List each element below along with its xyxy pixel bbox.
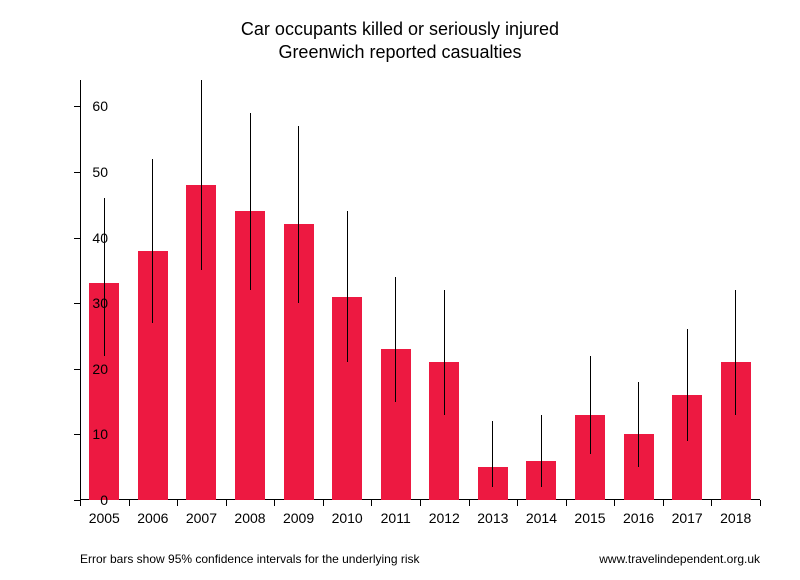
error-bar (541, 415, 542, 487)
chart-title-line1: Car occupants killed or seriously injure… (241, 19, 559, 39)
x-tick (129, 500, 130, 506)
chart-title-line2: Greenwich reported casualties (278, 42, 521, 62)
error-bar (590, 356, 591, 454)
chart-container: Car occupants killed or seriously injure… (0, 0, 800, 580)
x-tick (663, 500, 664, 506)
x-tick (614, 500, 615, 506)
x-tick (469, 500, 470, 506)
x-tick-label: 2011 (381, 510, 411, 526)
x-tick-label: 2015 (574, 510, 605, 526)
error-bar (395, 277, 396, 402)
x-tick (323, 500, 324, 506)
x-tick-label: 2017 (672, 510, 703, 526)
x-tick-label: 2007 (186, 510, 217, 526)
x-tick-label: 2016 (623, 510, 654, 526)
x-tick (711, 500, 712, 506)
x-tick-label: 2010 (332, 510, 363, 526)
x-tick (420, 500, 421, 506)
error-bar (201, 80, 202, 270)
x-tick-label: 2009 (283, 510, 314, 526)
plot-area (80, 80, 760, 500)
x-tick (517, 500, 518, 506)
y-tick-label: 20 (68, 361, 108, 377)
y-tick-label: 0 (68, 492, 108, 508)
x-tick (226, 500, 227, 506)
x-tick (760, 500, 761, 506)
x-tick (177, 500, 178, 506)
x-tick-label: 2018 (720, 510, 751, 526)
error-bar (492, 421, 493, 487)
error-bar (104, 198, 105, 356)
x-tick-label: 2013 (477, 510, 508, 526)
x-tick-label: 2005 (89, 510, 120, 526)
error-bar (444, 290, 445, 415)
footer-note-left: Error bars show 95% confidence intervals… (80, 552, 420, 566)
y-tick-label: 50 (68, 164, 108, 180)
y-tick-label: 40 (68, 230, 108, 246)
x-tick (371, 500, 372, 506)
error-bar (687, 329, 688, 441)
error-bar (152, 159, 153, 323)
error-bar (250, 113, 251, 290)
error-bar (298, 126, 299, 303)
error-bar (735, 290, 736, 415)
y-tick-label: 10 (68, 426, 108, 442)
x-tick-label: 2006 (137, 510, 168, 526)
y-tick-label: 30 (68, 295, 108, 311)
y-tick-label: 60 (68, 98, 108, 114)
x-tick-label: 2008 (234, 510, 265, 526)
footer-note-right: www.travelindependent.org.uk (599, 552, 760, 566)
x-tick-label: 2014 (526, 510, 557, 526)
chart-title: Car occupants killed or seriously injure… (0, 0, 800, 65)
x-tick (274, 500, 275, 506)
x-tick-label: 2012 (429, 510, 460, 526)
error-bar (347, 211, 348, 362)
x-tick (566, 500, 567, 506)
error-bar (638, 382, 639, 467)
